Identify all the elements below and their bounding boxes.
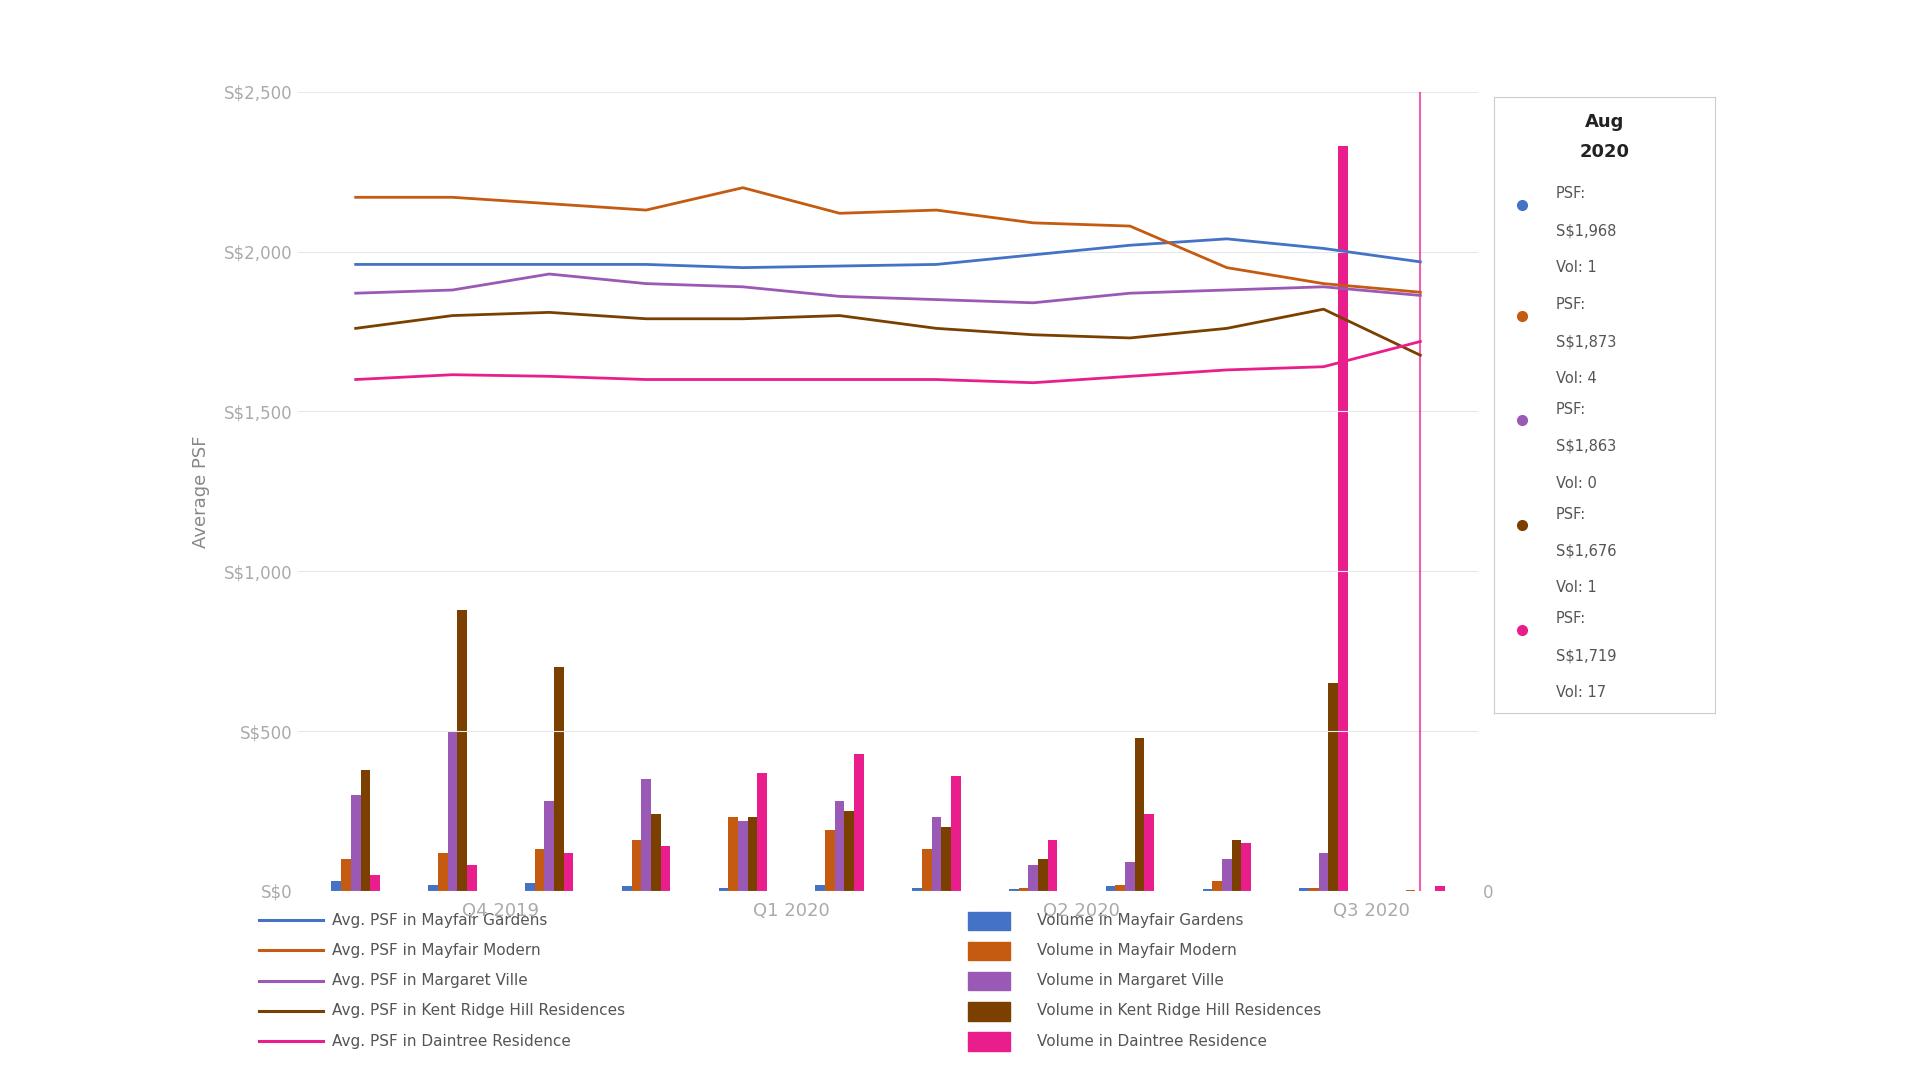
Bar [816,885,826,891]
Text: Avg. PSF in Mayfair Modern: Avg. PSF in Mayfair Modern [332,943,541,958]
Text: Volume in Margaret Ville: Volume in Margaret Ville [1037,973,1223,988]
Text: Volume in Mayfair Gardens: Volume in Mayfair Gardens [1037,913,1244,928]
Bar [756,772,766,891]
Bar [351,795,361,891]
Bar [1020,888,1029,891]
Bar [1106,887,1116,891]
Text: Volume in Mayfair Modern: Volume in Mayfair Modern [1037,943,1236,958]
Bar [1125,862,1135,891]
Bar [564,852,574,891]
Y-axis label: Average PSF: Average PSF [192,435,209,548]
Text: Avg. PSF in Daintree Residence: Avg. PSF in Daintree Residence [332,1034,570,1049]
Bar [1135,738,1144,891]
Bar [1309,888,1319,891]
Bar [1221,859,1231,891]
Text: Vol: 1: Vol: 1 [1555,580,1596,595]
Bar [651,814,660,891]
Bar [641,779,651,891]
Bar [1212,881,1221,891]
Bar [632,840,641,891]
Bar [1319,852,1329,891]
Bar [1240,843,1252,891]
Bar [1338,146,1348,891]
Bar [1329,684,1338,891]
Text: PSF:: PSF: [1555,402,1586,417]
Bar [1010,890,1020,891]
Bar [845,811,854,891]
Text: PSF:: PSF: [1555,297,1586,312]
Text: S$1,676: S$1,676 [1555,543,1617,558]
Text: Vol: 17: Vol: 17 [1555,685,1605,700]
Bar [447,731,457,891]
Text: Volume in Kent Ridge Hill Residences: Volume in Kent Ridge Hill Residences [1037,1003,1321,1018]
Text: Avg. PSF in Kent Ridge Hill Residences: Avg. PSF in Kent Ridge Hill Residences [332,1003,626,1018]
Bar [1434,886,1444,891]
Bar [912,888,922,891]
Text: PSF:: PSF: [1555,187,1586,202]
Bar [342,859,351,891]
Text: Avg. PSF in Mayfair Gardens: Avg. PSF in Mayfair Gardens [332,913,547,928]
Text: Aug: Aug [1584,112,1624,131]
Bar [524,883,536,891]
Bar [361,770,371,891]
Bar [854,754,864,891]
Bar [622,887,632,891]
Bar [1116,885,1125,891]
Text: PSF:: PSF: [1555,611,1586,626]
Bar [545,801,555,891]
Text: Volume in Daintree Residence: Volume in Daintree Residence [1037,1034,1267,1049]
Text: S$1,719: S$1,719 [1555,648,1617,663]
Bar [1048,840,1058,891]
Bar [737,821,747,891]
Bar [747,818,756,891]
Bar [931,818,941,891]
Bar [438,852,447,891]
Bar [660,847,670,891]
Bar [536,850,545,891]
Bar [718,888,728,891]
Bar [826,831,835,891]
Bar [1144,814,1154,891]
Text: Vol: 4: Vol: 4 [1555,372,1596,387]
Bar [555,667,564,891]
Bar [1039,859,1048,891]
Text: S$1,968: S$1,968 [1555,224,1617,239]
Text: 2020: 2020 [1578,144,1630,161]
Bar [332,881,342,891]
Text: S$1,863: S$1,863 [1555,438,1617,454]
Bar [1231,840,1240,891]
Text: PSF:: PSF: [1555,507,1586,522]
Bar [835,801,845,891]
Bar [941,827,950,891]
Bar [1405,890,1415,891]
Bar [1300,888,1309,891]
Text: S$1,873: S$1,873 [1555,334,1617,349]
Bar [950,775,960,891]
Bar [428,885,438,891]
Bar [1202,890,1212,891]
Bar [457,610,467,891]
Bar [922,850,931,891]
Text: Avg. PSF in Margaret Ville: Avg. PSF in Margaret Ville [332,973,528,988]
Text: Vol: 0: Vol: 0 [1555,476,1596,490]
Bar [1029,865,1039,891]
Bar [371,875,380,891]
Bar [467,865,476,891]
Bar [728,818,737,891]
Text: Vol: 1: Vol: 1 [1555,260,1596,275]
